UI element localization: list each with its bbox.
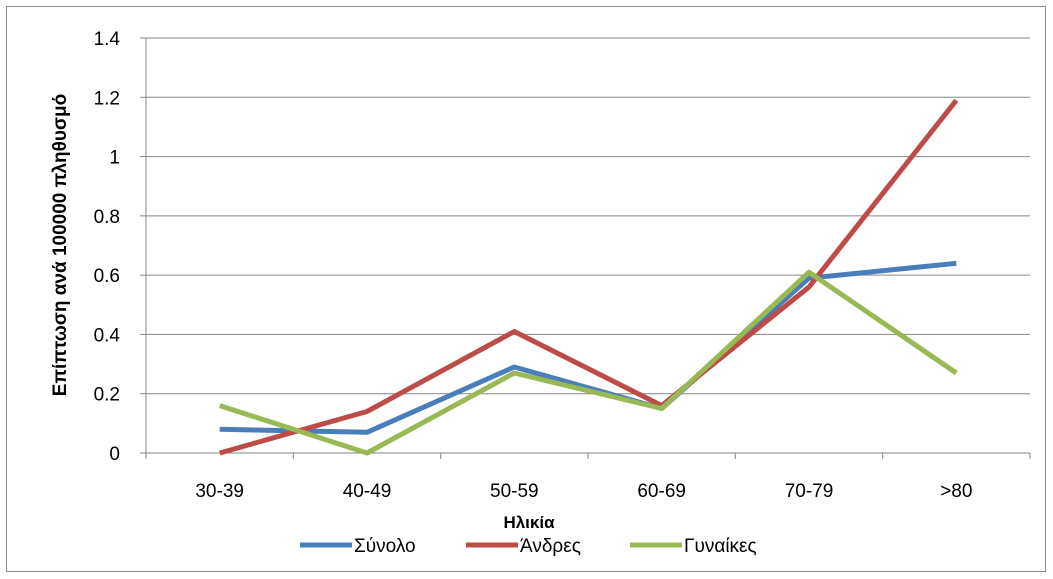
series-lines bbox=[218, 98, 959, 456]
gridlines bbox=[140, 37, 1031, 459]
y-tick-label: 1.2 bbox=[94, 88, 120, 109]
x-tick-label: 30-39 bbox=[195, 481, 244, 502]
y-tick-label: 1.4 bbox=[94, 29, 121, 50]
series-line bbox=[219, 98, 959, 456]
x-tick-label: 70-79 bbox=[785, 481, 834, 502]
axes bbox=[145, 38, 1030, 454]
chart-frame bbox=[6, 6, 1046, 572]
x-tick-labels: 30-39 40-49 50-59 60-69 70-79 >80 bbox=[195, 481, 972, 502]
legend-label: Άνδρες bbox=[520, 536, 581, 557]
y-tick-label: 0.8 bbox=[94, 207, 120, 228]
x-tick-label: 40-49 bbox=[343, 481, 392, 502]
x-tick-label: 50-59 bbox=[490, 481, 539, 502]
legend-label: Γυναίκες bbox=[684, 536, 757, 557]
y-tick-label: 0 bbox=[109, 444, 120, 465]
x-axis-title: Ηλικία bbox=[503, 513, 555, 532]
y-tick-label: 1 bbox=[109, 148, 120, 169]
legend: Σύνολο Άνδρες Γυναίκες bbox=[300, 536, 757, 557]
y-tick-labels: 0 0.2 0.4 0.6 0.8 1 1.2 1.4 bbox=[94, 29, 121, 465]
x-tick-label: >80 bbox=[940, 481, 972, 502]
series-line bbox=[219, 260, 957, 435]
y-tick-label: 0.2 bbox=[94, 385, 120, 406]
y-axis-title: Επίπτωση ανά 100000 πληθυσμό bbox=[50, 94, 71, 396]
legend-label: Σύνολο bbox=[354, 536, 416, 557]
y-tick-label: 0.4 bbox=[94, 325, 121, 346]
x-tick-label: 60-69 bbox=[637, 481, 686, 502]
series-line bbox=[218, 269, 958, 456]
y-tick-label: 0.6 bbox=[94, 266, 120, 287]
